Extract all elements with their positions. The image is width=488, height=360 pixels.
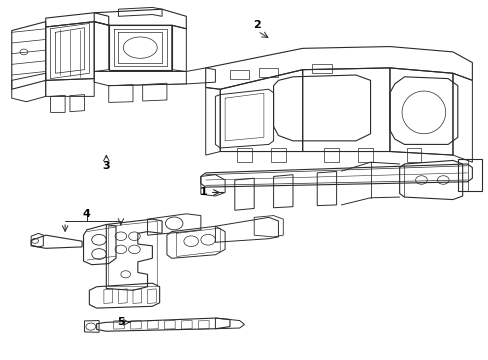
Text: 5: 5 <box>117 317 124 327</box>
Text: 2: 2 <box>252 20 260 30</box>
Text: 3: 3 <box>102 161 110 171</box>
Text: 1: 1 <box>199 187 207 197</box>
Text: 4: 4 <box>83 209 91 219</box>
